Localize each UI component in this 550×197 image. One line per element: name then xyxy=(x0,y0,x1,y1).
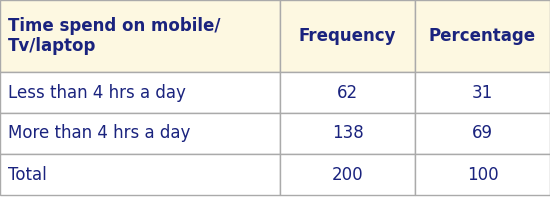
Text: 31: 31 xyxy=(472,84,493,101)
Text: Percentage: Percentage xyxy=(429,27,536,45)
Text: Total: Total xyxy=(8,165,47,183)
Bar xyxy=(280,154,415,195)
Bar xyxy=(280,0,415,72)
Text: Frequency: Frequency xyxy=(299,27,396,45)
Bar xyxy=(415,113,550,154)
Text: Less than 4 hrs a day: Less than 4 hrs a day xyxy=(8,84,186,101)
Text: 200: 200 xyxy=(332,165,364,183)
Text: 62: 62 xyxy=(337,84,358,101)
Bar xyxy=(280,113,415,154)
Bar xyxy=(0,72,280,113)
Text: 69: 69 xyxy=(472,125,493,142)
Text: Time spend on mobile/
Tv/laptop: Time spend on mobile/ Tv/laptop xyxy=(8,17,221,55)
Bar xyxy=(415,154,550,195)
Text: 100: 100 xyxy=(467,165,498,183)
Bar xyxy=(0,0,280,72)
Bar xyxy=(415,0,550,72)
Bar xyxy=(0,113,280,154)
Text: 138: 138 xyxy=(332,125,364,142)
Bar xyxy=(280,72,415,113)
Bar xyxy=(0,154,280,195)
Text: More than 4 hrs a day: More than 4 hrs a day xyxy=(8,125,190,142)
Bar xyxy=(415,72,550,113)
